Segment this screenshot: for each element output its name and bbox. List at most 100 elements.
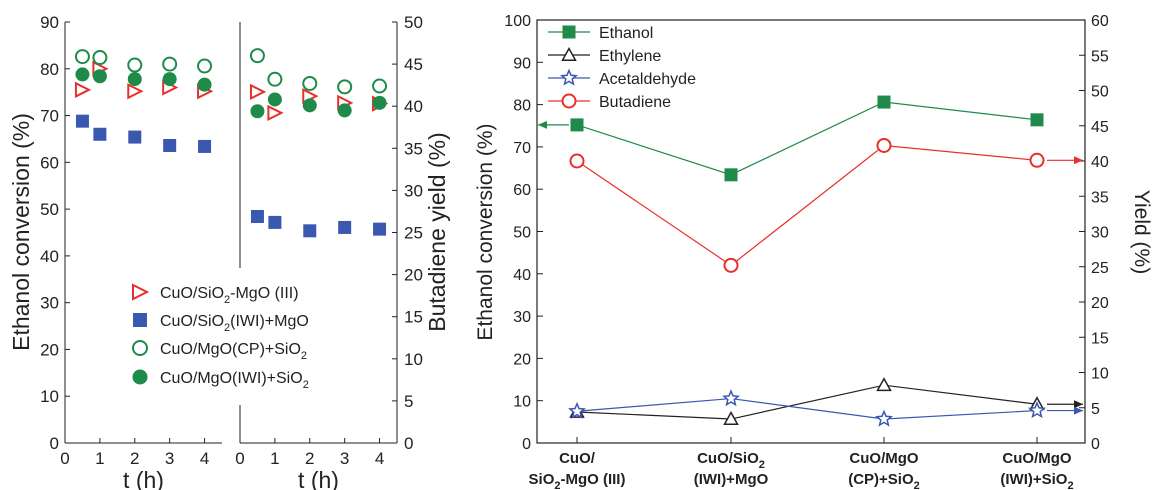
data-point xyxy=(1030,113,1044,127)
y-tick-label: 80 xyxy=(40,60,59,79)
y2-tick-label: 45 xyxy=(404,55,423,74)
y2-tick-label: 20 xyxy=(404,266,423,285)
data-point xyxy=(724,168,738,182)
legend-label: Ethylene xyxy=(599,48,661,65)
left-panel: 0102030405060708090051015202530354045500… xyxy=(8,13,450,490)
conversion-point xyxy=(93,127,107,141)
y-tick-label: 40 xyxy=(40,247,59,266)
y2-tick-label: 35 xyxy=(404,139,423,158)
x-tick-label: 0 xyxy=(60,449,69,468)
x-tick-label: 3 xyxy=(340,449,349,468)
series-line xyxy=(576,144,1038,267)
y2-tick-label: 0 xyxy=(404,434,413,453)
data-point xyxy=(722,389,740,407)
legend-marker xyxy=(561,93,577,109)
legend-marker xyxy=(560,68,578,86)
yield-point xyxy=(268,215,282,229)
x-tick-label: 1 xyxy=(95,449,104,468)
y2-tick-label: 50 xyxy=(404,13,423,32)
yield-point xyxy=(267,92,282,107)
data-point xyxy=(1028,401,1046,419)
data-point xyxy=(570,118,584,132)
series-line xyxy=(576,101,1038,176)
y-tick-label: 50 xyxy=(40,200,59,219)
data-point xyxy=(723,410,739,425)
y-tick-label: 70 xyxy=(40,107,59,126)
conversion-point xyxy=(127,57,143,73)
x-axis-label: t (h) xyxy=(123,467,164,490)
y-axis-label: Ethanol conversion (%) xyxy=(474,123,497,340)
y-tick-label: 80 xyxy=(513,98,531,115)
data-point xyxy=(876,377,892,392)
y-tick-label: 90 xyxy=(513,55,531,72)
conversion-point xyxy=(162,72,177,87)
x-category-label-line1: CuO/SiO2 xyxy=(697,450,765,471)
data-point xyxy=(568,401,586,419)
y2-tick-label: 50 xyxy=(1091,84,1109,101)
y2-axis-label: Butadiene yield (%) xyxy=(424,132,450,331)
yield-point xyxy=(372,78,388,94)
conversion-point xyxy=(198,139,212,153)
yield-point xyxy=(302,75,318,91)
x-category-label-line1: CuO/MgO xyxy=(1002,450,1071,467)
axis-arrow-head xyxy=(1074,400,1083,409)
legend-marker xyxy=(132,340,148,356)
legend-label: Ethanol xyxy=(599,25,653,42)
y-tick-label: 10 xyxy=(513,394,531,411)
legend-label: CuO/SiO2(IWI)+MgO xyxy=(160,313,309,334)
x-tick-label: 2 xyxy=(305,449,314,468)
x-category-label-line2: (IWI)+SiO2 xyxy=(1000,471,1073,490)
data-point xyxy=(875,409,893,427)
conversion-point xyxy=(74,49,90,65)
x-tick-label: 0 xyxy=(235,449,244,468)
x-category-label-line1: CuO/MgO xyxy=(849,450,918,467)
y-tick-label: 100 xyxy=(504,13,531,30)
data-point xyxy=(1029,152,1045,168)
yield-point xyxy=(373,222,387,236)
axis-arrow-head xyxy=(1074,406,1083,415)
y-tick-label: 10 xyxy=(40,387,59,406)
y2-tick-label: 40 xyxy=(404,97,423,116)
yield-point xyxy=(302,98,317,113)
y2-tick-label: 30 xyxy=(404,181,423,200)
series-line xyxy=(576,397,1038,420)
x-tick-label: 4 xyxy=(375,449,384,468)
yield-point xyxy=(267,71,283,87)
y2-tick-label: 15 xyxy=(404,308,423,327)
yield-point xyxy=(337,79,353,95)
conversion-point xyxy=(92,69,107,84)
x-category-label-line2: (CP)+SiO2 xyxy=(848,471,920,490)
conversion-point xyxy=(163,138,177,152)
conversion-point xyxy=(74,81,92,98)
yield-point xyxy=(372,95,387,110)
y2-tick-label: 10 xyxy=(1091,366,1109,383)
axis-arrow-head xyxy=(538,120,547,129)
y2-tick-label: 20 xyxy=(1091,295,1109,312)
y-tick-label: 60 xyxy=(40,153,59,172)
y2-tick-label: 45 xyxy=(1091,119,1109,136)
conversion-point xyxy=(162,56,178,72)
y2-tick-label: 15 xyxy=(1091,330,1109,347)
conversion-point xyxy=(92,50,108,66)
y-tick-label: 20 xyxy=(513,351,531,368)
conversion-point xyxy=(197,58,213,74)
x-tick-label: 3 xyxy=(165,449,174,468)
yield-point xyxy=(249,48,265,64)
y-tick-label: 90 xyxy=(40,13,59,32)
legend-marker xyxy=(561,46,577,61)
x-category-label-line2: (IWI)+MgO xyxy=(694,471,769,488)
yield-point xyxy=(337,103,352,118)
x-tick-label: 4 xyxy=(200,449,209,468)
yield-point xyxy=(250,104,265,119)
y-tick-label: 30 xyxy=(513,309,531,326)
conversion-point xyxy=(127,72,142,87)
y2-tick-label: 0 xyxy=(1091,436,1100,453)
y2-tick-label: 40 xyxy=(1091,154,1109,171)
legend-label: CuO/SiO2-MgO (III) xyxy=(160,285,299,306)
yield-point xyxy=(249,83,267,101)
x-tick-label: 2 xyxy=(130,449,139,468)
conversion-point xyxy=(75,114,89,128)
legend-marker xyxy=(132,369,148,385)
legend-marker xyxy=(562,25,576,39)
